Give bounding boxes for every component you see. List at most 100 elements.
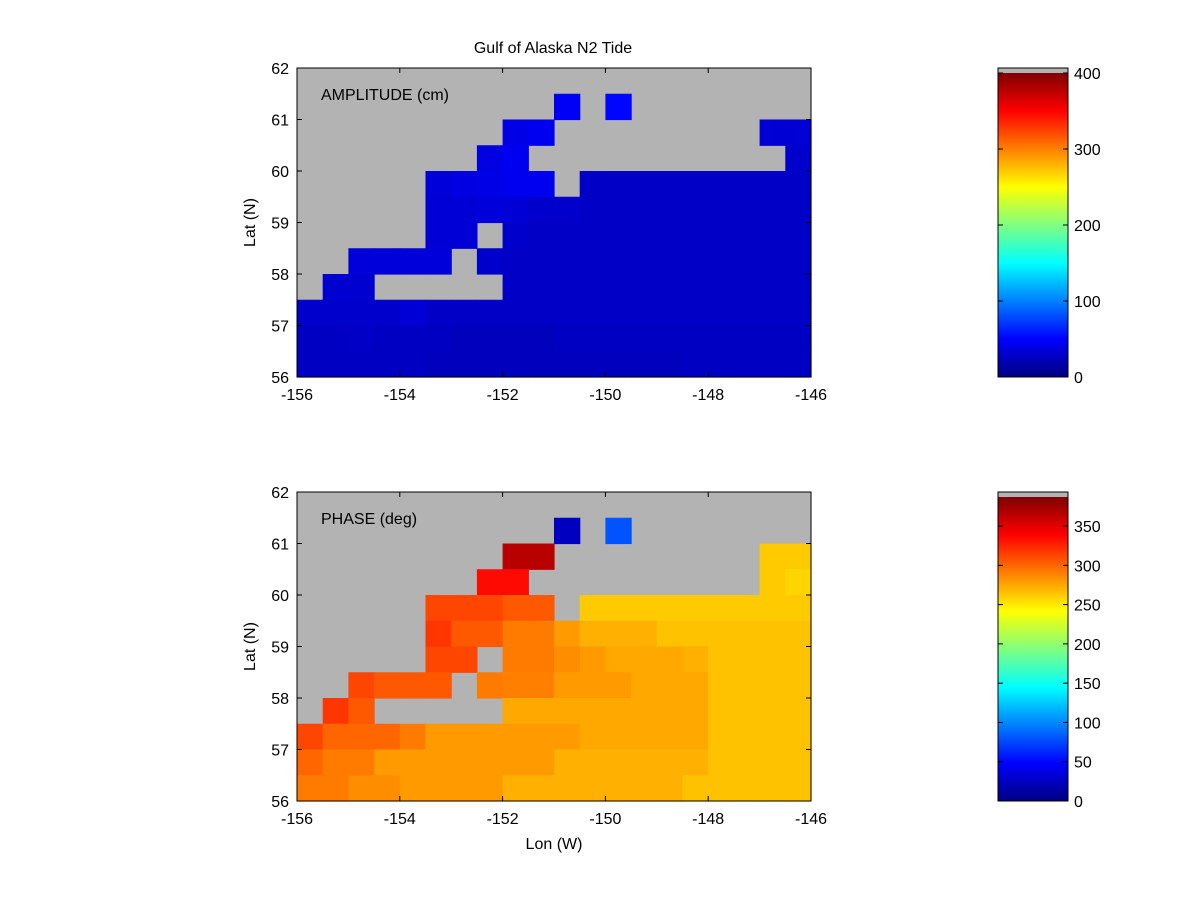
heatmap-cell <box>374 723 401 751</box>
heatmap-cell <box>708 222 735 249</box>
heatmap-cell <box>502 672 529 699</box>
heatmap-cell <box>374 749 401 776</box>
amplitude-panel: -156 -154 -152 -150 -148 -146 56 57 58 59 60 61 62 AM… <box>242 61 1101 404</box>
heatmap-cell <box>682 595 709 622</box>
heatmap-cell <box>682 248 709 275</box>
heatmap-cell <box>682 620 709 648</box>
heatmap-cell <box>759 325 786 352</box>
heatmap-cell <box>733 325 761 352</box>
heatmap-cell <box>605 646 632 673</box>
y-tick-label: 59 <box>271 216 289 233</box>
heatmap-cell <box>656 196 684 224</box>
heatmap-cell <box>554 698 581 725</box>
heatmap-cell <box>451 351 478 378</box>
y-tick-label: 60 <box>271 588 289 605</box>
heatmap-cell <box>785 775 812 802</box>
heatmap-cell <box>785 299 812 327</box>
heatmap-cell <box>785 595 812 622</box>
heatmap-cell <box>631 775 658 802</box>
heatmap-cell <box>631 248 658 275</box>
heatmap-cell <box>476 145 504 172</box>
heatmap-cell <box>708 672 735 699</box>
heatmap-cell <box>297 351 324 378</box>
heatmap-cell <box>579 775 606 802</box>
heatmap-cell <box>656 171 684 198</box>
y-tick-label: 59 <box>271 640 289 657</box>
heatmap-cell <box>708 698 735 725</box>
heatmap-cell <box>554 299 581 327</box>
heatmap-cell <box>451 299 478 327</box>
heatmap-cell <box>451 171 478 198</box>
heatmap-cell <box>476 723 504 751</box>
heatmap-cell <box>785 351 812 378</box>
heatmap-cell <box>579 672 606 699</box>
heatmap-cell <box>785 569 812 596</box>
heatmap-cell <box>708 196 735 224</box>
heatmap-cell <box>554 672 581 699</box>
heatmap-cell <box>631 595 658 622</box>
heatmap-cell <box>733 723 761 751</box>
heatmap-cell <box>425 595 452 622</box>
heatmap-cell <box>579 749 606 776</box>
heatmap-cell <box>425 325 452 352</box>
heatmap-cell <box>708 723 735 751</box>
heatmap-cell <box>554 775 581 802</box>
heatmap-cell <box>605 171 632 198</box>
heatmap-cell <box>502 543 529 570</box>
y-axis-label: Lat (N) <box>242 198 259 247</box>
heatmap-cell <box>554 325 581 352</box>
heatmap-cell <box>708 299 735 327</box>
heatmap-cell <box>759 646 786 673</box>
heatmap-cell <box>297 775 324 802</box>
heatmap-cell <box>451 325 478 352</box>
heatmap-cell <box>528 595 555 622</box>
heatmap-cell <box>528 222 555 249</box>
heatmap-cell <box>502 119 529 146</box>
colorbar-tick-label: 150 <box>1074 676 1101 693</box>
heatmap-cell <box>579 222 606 249</box>
heatmap-cell <box>656 595 684 622</box>
heatmap-cell <box>554 248 581 275</box>
heatmap-cell <box>605 517 632 545</box>
heatmap-cell <box>502 620 529 648</box>
colorbar-tick-label: 100 <box>1074 294 1101 311</box>
heatmap-cell <box>656 620 684 648</box>
y-tick-label: 62 <box>271 61 289 78</box>
heatmap-cell <box>451 646 478 673</box>
y-tick-label: 58 <box>271 267 289 284</box>
y-tick-label: 61 <box>271 537 289 554</box>
heatmap-cell <box>502 299 529 327</box>
heatmap-cell <box>682 646 709 673</box>
colorbar-frame <box>997 67 1069 378</box>
heatmap-cell <box>759 569 786 596</box>
heatmap-cell <box>785 222 812 249</box>
heatmap-cells <box>297 93 812 378</box>
heatmap-cell <box>759 171 786 198</box>
colorbar-tick-label: 50 <box>1074 755 1092 772</box>
heatmap-cell <box>476 569 504 596</box>
heatmap-cell <box>476 299 504 327</box>
heatmap-cell <box>605 723 632 751</box>
heatmap-cell <box>348 775 375 802</box>
heatmap-cell <box>502 196 529 224</box>
y-tick-label: 62 <box>271 485 289 502</box>
x-tick-label: -154 <box>384 387 416 404</box>
heatmap-cell <box>733 595 761 622</box>
heatmap-cell <box>425 646 452 673</box>
heatmap-cell <box>374 351 401 378</box>
heatmap-cell <box>656 222 684 249</box>
heatmap-cell <box>733 171 761 198</box>
heatmap-cell <box>322 775 349 802</box>
colorbar-land-swatch <box>998 492 1068 497</box>
heatmap-cell <box>785 248 812 275</box>
heatmap-cell <box>785 119 812 146</box>
y-tick-label: 60 <box>271 164 289 181</box>
colorbar-tick-label: 100 <box>1074 715 1101 732</box>
figure-title: Gulf of Alaska N2 Tide <box>474 40 632 57</box>
heatmap-cell <box>374 325 401 352</box>
heatmap-cell <box>759 196 786 224</box>
heatmap-cell <box>579 299 606 327</box>
x-axis-label: Lon (W) <box>526 836 583 853</box>
heatmap-cell <box>579 325 606 352</box>
heatmap-cell <box>476 595 504 622</box>
